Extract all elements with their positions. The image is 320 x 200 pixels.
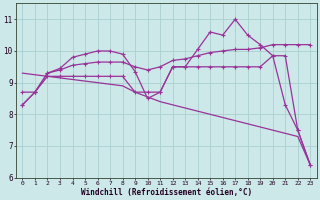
X-axis label: Windchill (Refroidissement éolien,°C): Windchill (Refroidissement éolien,°C) bbox=[81, 188, 252, 197]
